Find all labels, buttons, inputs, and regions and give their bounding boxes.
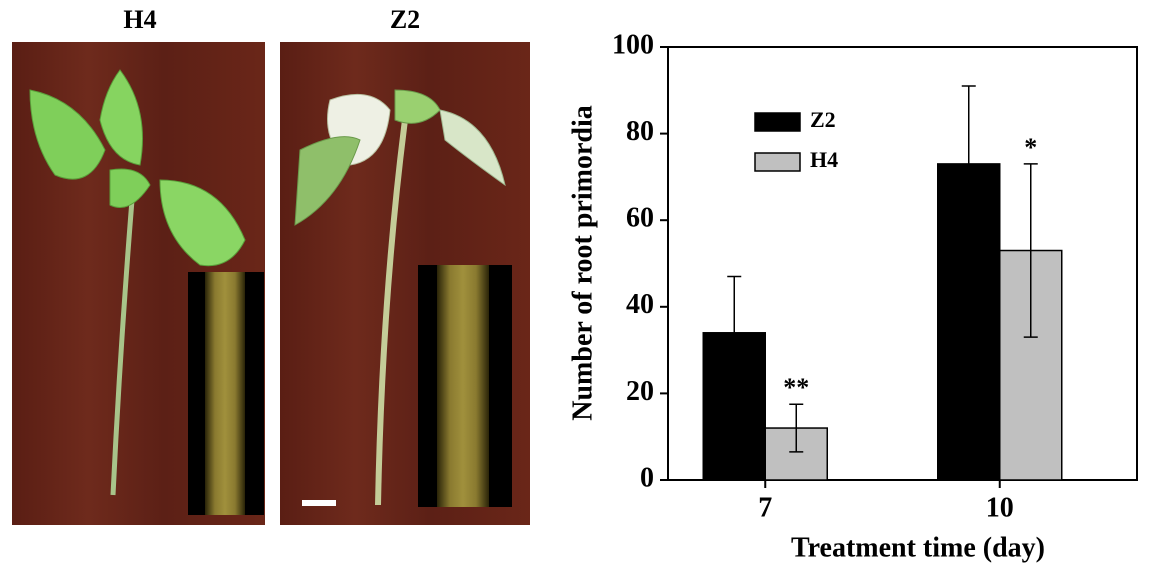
error-bar (1023, 163, 1038, 338)
y-tick-label: 80 (626, 116, 654, 147)
x-tick-label: 10 (986, 492, 1014, 523)
x-axis-label: Treatment time (day) (791, 532, 1045, 563)
significance-label: ** (783, 373, 809, 402)
panel-label: Z2 (390, 5, 420, 34)
y-tick-label: 100 (612, 29, 654, 60)
photo-z2 (280, 42, 530, 525)
y-tick-label: 0 (640, 462, 654, 493)
error-bar (961, 85, 976, 243)
legend-swatch (754, 152, 801, 172)
significance-label: * (1024, 133, 1037, 162)
y-axis-label: Number of root primordia (567, 105, 598, 421)
legend-label: H4 (810, 147, 838, 172)
error-bar (727, 275, 742, 390)
y-tick-label: 20 (626, 376, 654, 407)
legend-swatch (754, 112, 801, 132)
panel-label: H4 (123, 5, 156, 34)
error-bar (789, 403, 804, 453)
y-tick-label: 60 (626, 203, 654, 234)
x-tick-label: 7 (758, 492, 772, 523)
plot-frame (667, 46, 1138, 481)
y-tick-label: 40 (626, 289, 654, 320)
legend-label: Z2 (810, 107, 836, 132)
photo-h4 (12, 42, 265, 525)
